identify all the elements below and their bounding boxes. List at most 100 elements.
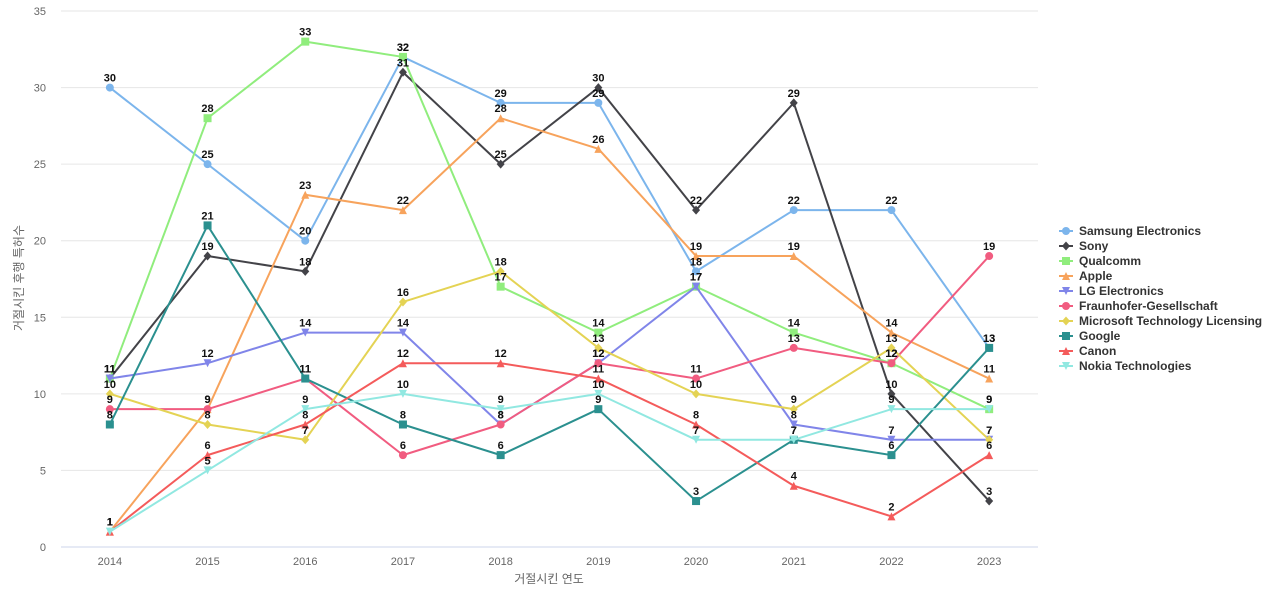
- data-label: 12: [397, 348, 409, 360]
- legend-label: Nokia Technologies: [1079, 359, 1192, 373]
- data-point: [203, 160, 212, 169]
- data-label: 14: [592, 318, 605, 330]
- data-label: 22: [885, 195, 897, 207]
- legend-item: Sony: [1059, 239, 1109, 253]
- data-label: 23: [299, 180, 311, 192]
- data-label: 1: [107, 517, 113, 529]
- data-label: 30: [104, 73, 116, 85]
- data-label: 11: [299, 364, 311, 376]
- y-tick-label: 20: [34, 236, 46, 248]
- series-2: [105, 37, 994, 414]
- series-6: [105, 266, 994, 445]
- data-label: 19: [690, 241, 702, 253]
- legend-label: Apple: [1079, 269, 1113, 283]
- x-tick-label: 2021: [782, 556, 806, 568]
- data-label: 14: [788, 318, 801, 330]
- data-point: [887, 359, 896, 368]
- legend-symbol: [1062, 347, 1070, 355]
- legend-label: Samsung Electronics: [1079, 224, 1201, 238]
- data-point: [203, 359, 212, 368]
- series-line: [108, 362, 991, 533]
- data-label: 5: [204, 455, 210, 467]
- legend-label: LG Electronics: [1079, 284, 1164, 298]
- data-point: [985, 451, 994, 460]
- data-label: 10: [592, 379, 604, 391]
- data-label: 11: [299, 364, 311, 376]
- data-label: 11: [593, 364, 605, 376]
- data-label: 9: [791, 394, 797, 406]
- legend-symbol: [1062, 316, 1070, 326]
- data-point: [203, 114, 212, 123]
- data-label: 10: [397, 379, 409, 391]
- data-point: [301, 405, 310, 414]
- data-label: 7: [693, 425, 699, 437]
- data-label: 19: [201, 241, 213, 253]
- series-line: [108, 40, 991, 411]
- data-label: 10: [104, 379, 116, 391]
- legend-item: Google: [1059, 329, 1121, 343]
- x-tick-label: 2015: [195, 556, 219, 568]
- data-label: 17: [690, 272, 702, 284]
- legend-item: Canon: [1059, 344, 1116, 358]
- data-point: [789, 328, 798, 337]
- data-point: [398, 359, 407, 368]
- data-label: 16: [397, 287, 409, 299]
- data-label: 12: [495, 348, 507, 360]
- legend-item: Nokia Technologies: [1059, 359, 1192, 373]
- data-point: [398, 297, 407, 307]
- data-label: 30: [592, 73, 604, 85]
- data-label: 8: [204, 409, 210, 421]
- data-label: 29: [788, 88, 800, 100]
- x-tick-label: 2019: [586, 556, 610, 568]
- data-point: [398, 328, 407, 337]
- data-point: [887, 328, 896, 337]
- data-label: 9: [888, 394, 894, 406]
- data-label: 14: [299, 318, 312, 330]
- legend-item: LG Electronics: [1059, 284, 1164, 298]
- x-tick-label: 2022: [879, 556, 903, 568]
- data-label: 9: [107, 394, 113, 406]
- legend-symbol: [1062, 332, 1070, 340]
- data-label: 22: [397, 195, 409, 207]
- legend-symbol: [1062, 227, 1070, 235]
- data-point: [985, 405, 994, 414]
- data-point: [594, 98, 603, 107]
- data-point: [594, 343, 603, 353]
- data-label: 8: [107, 409, 113, 421]
- data-point: [496, 159, 505, 169]
- y-tick-label: 35: [34, 6, 46, 18]
- data-point: [301, 37, 310, 46]
- series-8: [105, 359, 994, 536]
- data-label: 14: [397, 318, 410, 330]
- legend-item: Microsoft Technology Licensing: [1059, 314, 1262, 328]
- data-label: 8: [791, 409, 797, 421]
- data-label: 6: [400, 440, 406, 452]
- data-label: 18: [495, 256, 507, 268]
- data-point: [594, 389, 603, 398]
- series-line: [108, 71, 991, 503]
- legend-symbol: [1062, 257, 1070, 265]
- data-point: [301, 266, 310, 276]
- x-tick-label: 2014: [98, 556, 122, 568]
- data-label: 12: [592, 348, 604, 360]
- data-label: 9: [302, 394, 308, 406]
- data-label: 25: [201, 149, 213, 161]
- data-point: [887, 343, 896, 353]
- data-label: 7: [791, 425, 797, 437]
- data-point: [594, 144, 603, 153]
- data-label: 25: [495, 149, 507, 161]
- data-point: [301, 190, 310, 199]
- data-point: [692, 497, 701, 506]
- data-point: [594, 83, 603, 93]
- data-point: [887, 435, 896, 444]
- y-tick-label: 25: [34, 159, 46, 171]
- data-point: [203, 405, 212, 414]
- data-label: 6: [204, 440, 210, 452]
- data-label: 4: [791, 471, 798, 483]
- data-label: 7: [302, 425, 308, 437]
- data-point: [692, 435, 701, 444]
- data-point: [496, 266, 505, 276]
- data-label: 12: [592, 348, 604, 360]
- data-label: 1: [107, 517, 113, 529]
